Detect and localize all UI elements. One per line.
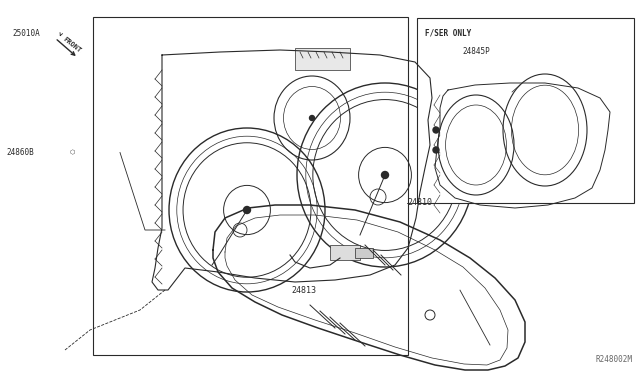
Bar	[355, 248, 373, 258]
Text: ⬡: ⬡	[69, 150, 75, 155]
Circle shape	[310, 115, 314, 121]
Text: 25010A: 25010A	[13, 29, 40, 38]
Text: F/SER ONLY: F/SER ONLY	[426, 29, 472, 38]
Text: 24813: 24813	[291, 286, 316, 295]
Bar	[93, 17, 408, 355]
Text: R248002M: R248002M	[595, 355, 632, 364]
Text: FRONT: FRONT	[62, 36, 83, 54]
Circle shape	[433, 147, 439, 153]
Text: 24810: 24810	[407, 198, 432, 207]
Text: 24860B: 24860B	[6, 148, 34, 157]
Bar	[330, 245, 360, 260]
Circle shape	[381, 171, 388, 179]
Bar	[417, 18, 634, 203]
Text: 24845P: 24845P	[462, 47, 490, 56]
Bar	[295, 48, 350, 70]
Circle shape	[433, 127, 439, 133]
Circle shape	[243, 206, 250, 214]
